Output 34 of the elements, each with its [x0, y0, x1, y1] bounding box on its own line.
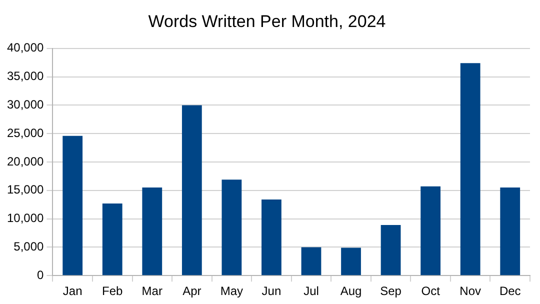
y-tick-label: 5,000	[14, 240, 44, 254]
y-tick-label: 25,000	[7, 126, 44, 140]
x-tick-label: Jun	[262, 284, 282, 298]
bar	[182, 105, 202, 276]
y-tick-label: 35,000	[7, 69, 44, 84]
x-tick-label: Apr	[182, 284, 202, 298]
x-tick-label: Feb	[102, 284, 124, 298]
bar	[62, 136, 83, 276]
y-tick-label: 40,000	[7, 40, 44, 55]
x-tick-label: Mar	[142, 284, 162, 298]
chart-title: Words Written Per Month, 2024	[148, 12, 386, 31]
bar	[301, 247, 322, 276]
x-tick-label: Jul	[304, 284, 319, 298]
x-tick-label: May	[220, 284, 244, 298]
bar	[142, 188, 162, 276]
x-tick-label: Oct	[421, 284, 441, 298]
bar	[420, 186, 441, 276]
y-tick-label: 30,000	[7, 98, 44, 112]
y-tick-label: 15,000	[7, 182, 44, 197]
y-tick-label: 0	[37, 268, 44, 282]
bar	[222, 180, 242, 276]
x-tick-label: Dec	[499, 284, 521, 298]
x-tick-label: Jan	[62, 284, 82, 298]
bar	[262, 199, 282, 276]
bar	[460, 63, 480, 276]
bar	[341, 248, 361, 276]
bar	[102, 203, 122, 276]
y-tick-label: 20,000	[7, 154, 44, 168]
x-tick-label: Aug	[340, 284, 362, 298]
x-tick-label: Nov	[460, 284, 482, 298]
x-tick-label: Sep	[380, 284, 402, 298]
bar	[500, 188, 520, 276]
bar	[380, 225, 401, 276]
y-tick-label: 10,000	[7, 211, 44, 226]
